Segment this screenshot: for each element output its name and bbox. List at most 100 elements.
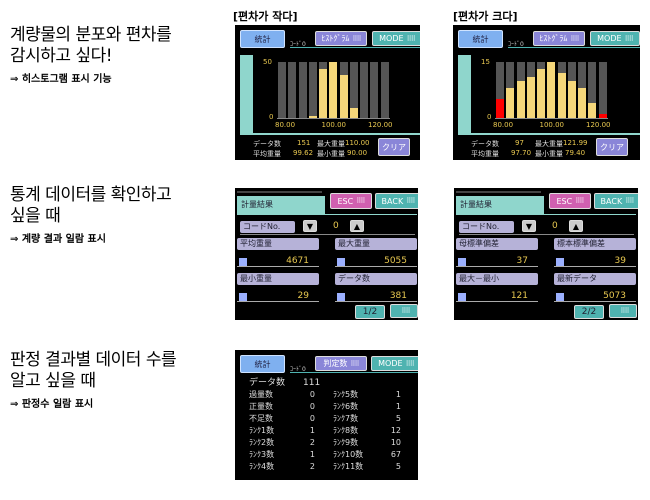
esc-button-label: ESC [337, 196, 354, 206]
x-axis [495, 118, 608, 119]
stats-button[interactable]: 統計 [458, 30, 503, 48]
back-button-label: BACK [600, 196, 623, 206]
esc-button[interactable]: ESC ⠿⠿ [549, 193, 591, 209]
judge-count-label: 判定数 [323, 359, 348, 368]
clear-button[interactable]: クリア [596, 138, 628, 156]
field-value-text: 381 [389, 291, 407, 301]
judge-row-label: 不足数 [249, 414, 273, 423]
judge-row-label: ﾗﾝｸ3数 [249, 450, 275, 459]
judge-row-label: ﾗﾝｸ7数 [333, 414, 359, 423]
next-page-button[interactable]: ⠿⠿ [609, 304, 637, 318]
section-subtitle: ⇒ 히스토그램 표시 기능 [10, 74, 112, 85]
mode-button-label: MODE [597, 34, 622, 43]
field-label: データ数 [335, 273, 417, 285]
back-button[interactable]: BACK ⠿⠿ [375, 193, 418, 209]
tab-measurement-results[interactable]: 計量結果 [237, 196, 325, 214]
field-value-text: 121 [510, 291, 528, 301]
judge-row-value: 1 [309, 426, 315, 435]
mode-button[interactable]: MODE ⠿⠿ [590, 31, 640, 46]
histogram-bar-fill [526, 76, 535, 118]
judge-row-value: 1 [309, 450, 315, 459]
code-up-button[interactable]: ▲ [350, 220, 364, 232]
stat-min-label: 最小重量 [535, 150, 563, 158]
grip-icon: ⠿⠿ [575, 197, 584, 205]
stats-button[interactable]: 統計 [240, 30, 285, 48]
x-tick-label: 100.00 [539, 121, 565, 129]
judge-row-value: 67 [390, 450, 401, 459]
histogram-bar [526, 62, 535, 118]
back-button[interactable]: BACK ⠿⠿ [594, 193, 638, 209]
judge-row-label: ﾗﾝｸ9数 [333, 438, 359, 447]
stat-min: 79.40 [565, 149, 586, 157]
stat-avg: 99.62 [293, 149, 314, 157]
judge-row-value: 2 [309, 462, 315, 471]
code-down-button[interactable]: ▼ [522, 220, 536, 232]
x-tick-label: 80.00 [275, 121, 296, 129]
histogram-bar [360, 62, 369, 118]
stats-button[interactable]: 統計 [240, 355, 285, 373]
code-down-button[interactable]: ▼ [303, 220, 317, 232]
tab-measurement-results[interactable]: 計量結果 [456, 196, 544, 214]
histogram-button[interactable]: ﾋｽﾄｸﾞﾗﾑ ⠿⠿ [315, 31, 367, 46]
mode-label: MODE [378, 359, 403, 368]
judge-count-screen: 統計 ｺｰﾄﾞ0 判定数 ⠿⠿ MODE ⠿⠿ データ数 111 過量数 0 正量数 0 不… [235, 350, 418, 480]
stat-avg-label: 平均重量 [471, 150, 499, 158]
field-label: 最小重量 [237, 273, 319, 285]
section-title: 계량물의 분포와 편차를 [10, 25, 172, 45]
result-screen-page1: 計量結果 ESC ⠿⠿ BACK ⠿⠿ コードNo. ▼ 0 ▲ 平均重量 4671 最大重量 5055… [235, 188, 418, 320]
grip-icon: ⠿⠿ [620, 307, 629, 315]
divider [237, 214, 417, 215]
level-bar [240, 55, 253, 135]
histogram-bar [308, 62, 317, 118]
section-histogram: 계량물의 분포와 편차를 감시하고 싶다! ⇒ 히스토그램 표시 기능 [10, 25, 172, 85]
clear-button-label: クリア [600, 142, 624, 152]
judge-row-value: 5 [395, 414, 401, 423]
field-value-text: 29 [297, 291, 309, 301]
field-value-text: 4671 [286, 256, 309, 266]
next-page-button[interactable]: ⠿⠿ [390, 304, 418, 318]
mode-button[interactable]: MODE ⠿⠿ [372, 31, 420, 46]
clear-button[interactable]: クリア [378, 138, 410, 156]
field-value: 5055 [335, 255, 417, 267]
field-indicator [556, 258, 564, 266]
stat-max-label: 最大重量 [317, 140, 345, 148]
stat-avg: 97.70 [511, 149, 532, 157]
histogram-button[interactable]: ﾋｽﾄｸﾞﾗﾑ ⠿⠿ [533, 31, 585, 46]
esc-button-label: ESC [556, 196, 573, 206]
section-title: 알고 싶을 때 [10, 371, 96, 391]
histogram-bar-fill [329, 62, 338, 118]
code-up-button[interactable]: ▲ [569, 220, 583, 232]
judge-row-value: 12 [390, 426, 401, 435]
field-value-text: 5055 [384, 256, 407, 266]
judge-row-label: ﾗﾝｸ4数 [249, 462, 275, 471]
code-label: ｺｰﾄﾞ0 [290, 41, 306, 48]
y-min-label: 0 [269, 113, 274, 121]
stat-max: 110.00 [345, 139, 370, 147]
histogram-bar [598, 62, 607, 118]
judge-count-button[interactable]: 判定数 ⠿⠿ [315, 356, 367, 371]
grip-icon: ⠿⠿ [625, 197, 634, 205]
grip-icon: ⠿⠿ [356, 197, 365, 205]
stat-data-count: 97 [515, 139, 524, 147]
field-value: 4671 [237, 255, 319, 267]
histogram-screen-small: 統計 ｺｰﾄﾞ0 ﾋｽﾄｸﾞﾗﾑ ⠿⠿ MODE ⠿⠿ 50 0 80.00 100.00 120.… [235, 25, 420, 160]
histogram-button-label: ﾋｽﾄｸﾞﾗﾑ [539, 34, 568, 43]
page-indicator: 1/2 [355, 305, 385, 319]
code-no-label: コードNo. [240, 221, 295, 233]
mode-button[interactable]: MODE ⠿⠿ [371, 356, 418, 371]
field-value-text: 39 [614, 256, 626, 266]
field-label: 標本標準偏差 [554, 238, 636, 250]
level-bar [458, 55, 471, 135]
histogram-bar [547, 62, 556, 118]
field-label: 平均重量 [237, 238, 319, 250]
histogram-bar [496, 62, 504, 118]
stat-data-count: 151 [297, 139, 311, 147]
section-subtitle: ⇒ 판정수 일람 표시 [10, 399, 94, 410]
field-indicator [239, 258, 247, 266]
section-title: 판정 결과별 데이터 수를 [10, 350, 177, 370]
esc-button[interactable]: ESC ⠿⠿ [330, 193, 372, 209]
clear-button-label: クリア [382, 142, 406, 152]
judge-row-label: ﾗﾝｸ2数 [249, 438, 275, 447]
histogram-bar [298, 62, 307, 118]
stats-button-label: 統計 [254, 34, 271, 44]
